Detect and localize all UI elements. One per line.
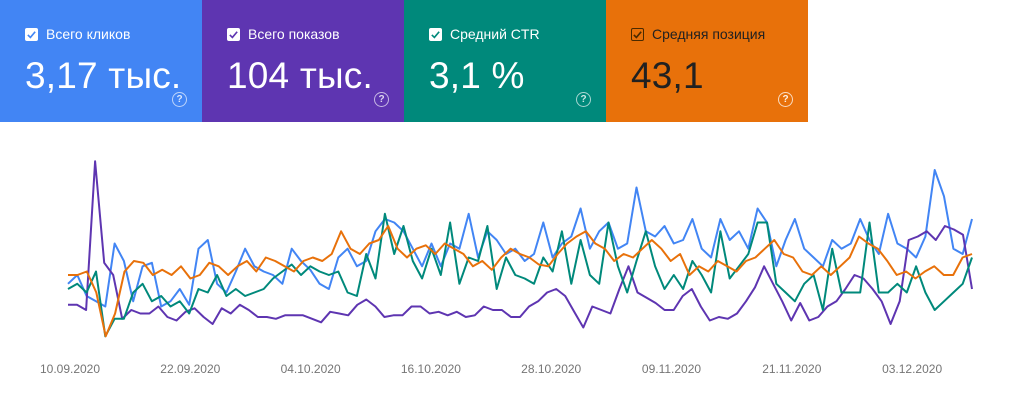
card-label: Средняя позиция [652, 26, 766, 42]
x-tick-label: 22.09.2020 [160, 362, 220, 376]
help-icon[interactable]: ? [172, 92, 187, 107]
help-icon[interactable]: ? [576, 92, 591, 107]
x-tick-label: 16.10.2020 [401, 362, 461, 376]
card-value: 43,1 [631, 55, 704, 96]
help-icon[interactable]: ? [374, 92, 389, 107]
x-tick-label: 28.10.2020 [521, 362, 581, 376]
metric-cards: Всего кликов 3,17 тыс. ? Всего показов 1… [0, 0, 808, 122]
checkbox-checked-icon[interactable] [429, 27, 442, 41]
x-tick-label: 03.12.2020 [882, 362, 942, 376]
x-tick-label: 10.09.2020 [40, 362, 100, 376]
x-axis-labels: 10.09.2020 22.09.2020 04.10.2020 16.10.2… [40, 362, 942, 376]
series-line [67, 169, 973, 308]
card-total-clicks[interactable]: Всего кликов 3,17 тыс. ? [0, 0, 202, 122]
series-line [68, 160, 973, 329]
card-average-ctr[interactable]: Средний CTR 3,1 % ? [404, 0, 606, 122]
card-label: Средний CTR [450, 26, 540, 42]
checkbox-checked-icon[interactable] [631, 27, 644, 41]
card-label: Всего показов [248, 26, 340, 42]
chart-series [67, 160, 973, 338]
card-total-impressions[interactable]: Всего показов 104 тыс. ? [202, 0, 404, 122]
card-average-position[interactable]: Средняя позиция 43,1 ? [606, 0, 808, 122]
card-value: 104 тыс. [227, 55, 373, 96]
series-line [68, 225, 973, 338]
card-value: 3,1 % [429, 55, 525, 96]
x-tick-label: 04.10.2020 [281, 362, 341, 376]
help-icon[interactable]: ? [778, 92, 793, 107]
series-line [67, 212, 973, 338]
checkbox-checked-icon[interactable] [25, 27, 38, 41]
x-tick-label: 21.11.2020 [762, 362, 821, 376]
card-value: 3,17 тыс. [25, 55, 182, 96]
x-tick-label: 09.11.2020 [642, 362, 701, 376]
card-label: Всего кликов [46, 26, 131, 42]
performance-line-chart: 10.09.2020 22.09.2020 04.10.2020 16.10.2… [40, 160, 973, 376]
checkbox-checked-icon[interactable] [227, 27, 240, 41]
